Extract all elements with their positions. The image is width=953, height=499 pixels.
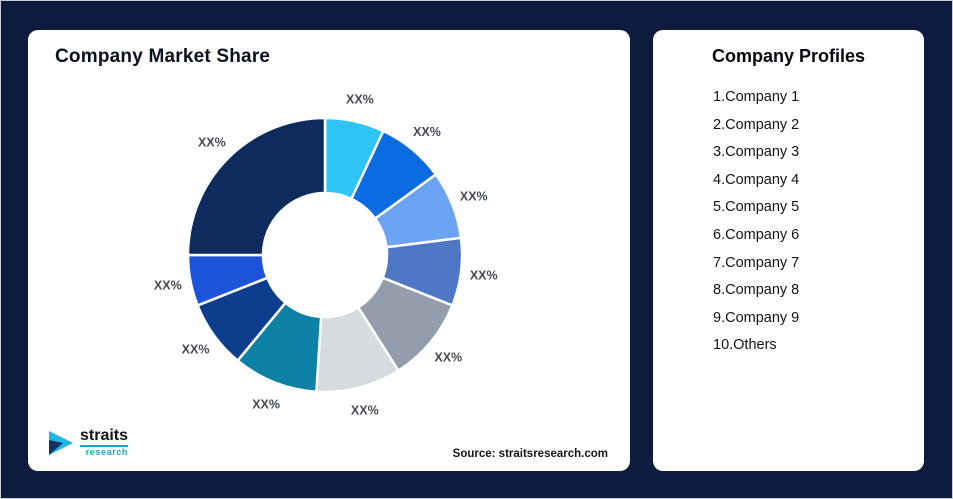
profile-list-item: 4.Company 4 (713, 171, 800, 188)
profile-list-item: 3.Company 3 (713, 144, 800, 161)
profiles-list: 1.Company 1 2.Company 2 3.Company 3 4.Co… (713, 84, 914, 360)
donut-segment-others (186, 116, 327, 257)
profile-list-item: 7.Company 7 (713, 254, 800, 271)
segment-label: XX% (460, 190, 488, 204)
logo-sub-text: research (85, 447, 129, 457)
segment-label: XX% (434, 350, 462, 364)
segment-label: XX% (198, 135, 226, 149)
chart-card: Company Market Share XX% XX% XX% XX% XX% XX% X… (28, 30, 630, 471)
profiles-card: Company Profiles 1.Company 1 2.Company 2… (653, 30, 924, 471)
straits-research-logo: straits research (48, 428, 129, 458)
chart-title: Company Market Share (55, 46, 271, 67)
profiles-title: Company Profiles (711, 46, 866, 66)
profile-list-item: 8.Company 8 (713, 282, 800, 299)
profile-list-item: 2.Company 2 (713, 116, 800, 133)
segment-label: XX% (346, 92, 374, 106)
profile-list-item: 6.Company 6 (713, 226, 800, 243)
source-attribution: Source: straitsresearch.com (452, 448, 608, 460)
segment-label: XX% (182, 343, 210, 357)
profile-list-item: 1.Company 1 (713, 89, 800, 105)
logo-brand-text: straits (80, 428, 129, 447)
market-share-donut-chart: XX% XX% XX% XX% XX% XX% XX% XX% XX% XX% (154, 92, 498, 417)
segment-label: XX% (351, 403, 379, 417)
profile-list-item: 5.Company 5 (713, 199, 800, 216)
segment-label: XX% (470, 269, 498, 283)
profile-list-item: 9.Company 9 (713, 309, 800, 326)
segment-label: XX% (154, 278, 182, 292)
profile-list-item: 10.Others (713, 337, 777, 354)
segment-label: XX% (252, 397, 280, 411)
segment-label: XX% (413, 125, 441, 139)
logo-arrow-icon (49, 431, 73, 455)
logo-text: straits research (80, 428, 129, 458)
